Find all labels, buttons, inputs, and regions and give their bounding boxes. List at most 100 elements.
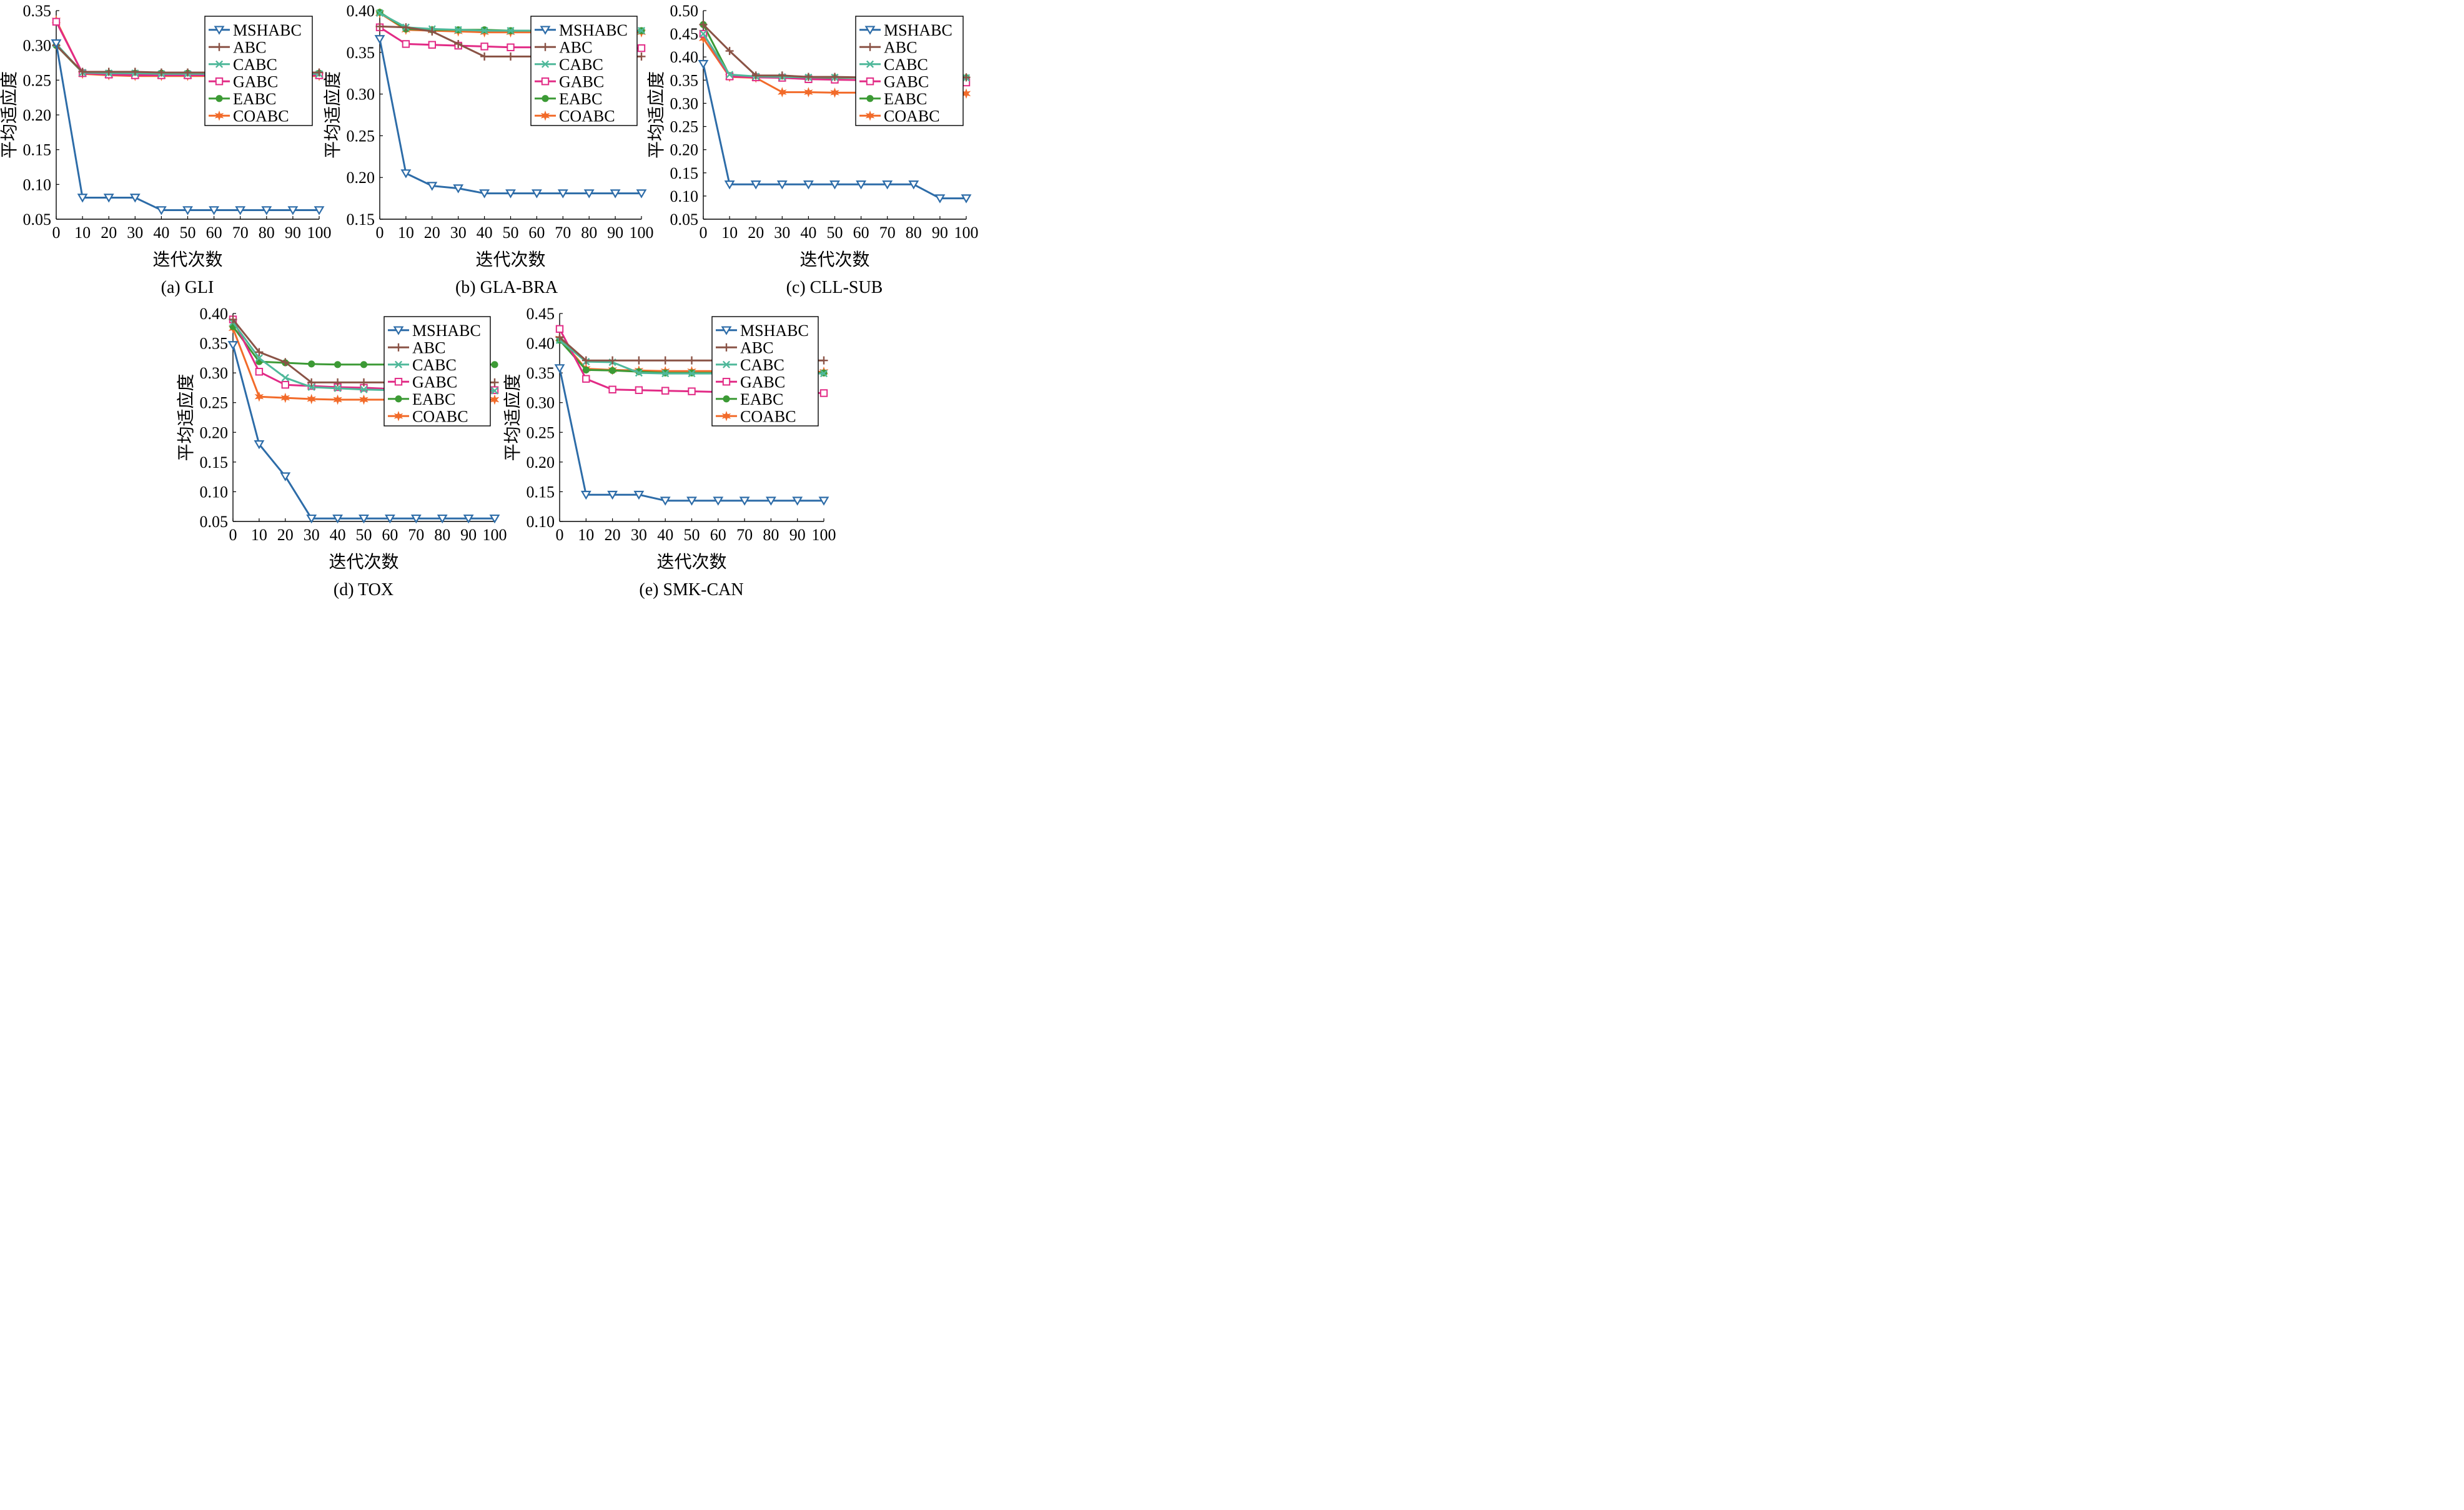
- data-point-mshabc: [410, 514, 422, 524]
- panel-caption: (c) CLL-SUB: [786, 278, 883, 297]
- data-point-abc: [229, 315, 237, 324]
- panel-caption: (e) SMK-CAN: [639, 580, 743, 600]
- x-tick-label: 60: [853, 224, 869, 242]
- data-point-gabc: [52, 17, 61, 26]
- x-tick-label: 90: [932, 224, 948, 242]
- data-point-mshabc: [610, 189, 621, 199]
- x-tick-label: 70: [408, 526, 424, 544]
- panel-caption: (d) TOX: [334, 580, 393, 600]
- data-point-abc: [804, 72, 813, 81]
- data-point-gabc: [507, 43, 515, 51]
- data-point-mshabc: [254, 440, 265, 450]
- legend-label-gabc: GABC: [559, 72, 604, 91]
- data-point-eabc: [491, 361, 498, 368]
- data-point-abc: [699, 20, 708, 29]
- x-tick-label: 30: [774, 224, 790, 242]
- x-tick-label: 80: [763, 526, 779, 544]
- y-tick-label: 0.50: [670, 2, 699, 20]
- chart-panel-5: 0 10 20 30 40 50 60 70 80 90 100 0.10 0.15 0.20 0.25 0.…: [503, 305, 836, 600]
- data-point-abc: [725, 47, 734, 56]
- x-tick-label: 40: [330, 526, 346, 544]
- data-point-mshabc: [908, 180, 919, 190]
- legend-marker-gabc: [541, 77, 550, 86]
- x-tick-label: 40: [153, 224, 169, 242]
- legend-marker-coabc: [393, 410, 403, 422]
- data-point-eabc: [609, 367, 616, 374]
- x-tick-label: 100: [954, 224, 979, 242]
- data-point-mshabc: [934, 194, 946, 204]
- legend-label-abc: ABC: [412, 338, 445, 357]
- legend-marker-eabc: [215, 95, 223, 102]
- data-point-mshabc: [314, 206, 325, 215]
- legend-marker-coabc: [540, 110, 550, 121]
- data-point-cabc: [688, 370, 696, 378]
- data-point-mshabc: [803, 180, 814, 190]
- data-point-cabc: [699, 30, 708, 38]
- data-point-mshabc: [453, 184, 464, 194]
- legend-label-mshabc: MSHABC: [412, 322, 481, 340]
- legend-marker-coabc: [865, 110, 875, 121]
- chart-panel-2: 0 10 20 30 40 50 60 70 80 90 100 0.15 0.20 0.25 0.30 0.…: [323, 2, 654, 297]
- legend-label-cabc: CABC: [412, 356, 457, 374]
- x-tick-label: 20: [277, 526, 294, 544]
- x-tick-label: 80: [434, 526, 450, 544]
- x-axis-title: 迭代次数: [799, 250, 869, 270]
- legend-label-abc: ABC: [884, 38, 917, 56]
- data-point-mshabc: [77, 194, 88, 203]
- legend-label-coabc: COABC: [412, 407, 468, 425]
- y-tick-label: 0.15: [200, 453, 229, 471]
- legend-label-abc: ABC: [233, 38, 266, 56]
- data-point-mshabc: [698, 60, 709, 69]
- y-tick-label: 0.40: [347, 2, 375, 20]
- data-point-abc: [555, 333, 564, 342]
- data-point-abc: [307, 378, 316, 387]
- x-tick-label: 60: [528, 224, 545, 242]
- data-point-mshabc: [554, 364, 565, 373]
- legend-marker-abc: [541, 42, 550, 51]
- data-point-abc: [131, 67, 139, 76]
- data-point-mshabc: [818, 496, 829, 506]
- data-point-cabc: [375, 9, 384, 17]
- legend-label-gabc: GABC: [412, 373, 457, 391]
- x-tick-label: 80: [259, 224, 275, 242]
- legend-marker-gabc: [866, 77, 874, 86]
- x-tick-label: 90: [460, 526, 477, 544]
- legend-label-cabc: CABC: [559, 56, 603, 74]
- legend-label-mshabc: MSHABC: [740, 322, 809, 340]
- data-point-coabc: [804, 87, 813, 98]
- data-point-abc: [104, 67, 113, 76]
- data-point-eabc: [360, 361, 368, 368]
- data-point-coabc: [359, 394, 369, 405]
- series-mshabc: [227, 341, 500, 524]
- legend-label-gabc: GABC: [740, 373, 785, 391]
- data-point-abc: [819, 356, 828, 365]
- data-point-cabc: [360, 385, 368, 393]
- data-point-cabc: [819, 370, 828, 378]
- data-point-mshabc: [374, 35, 385, 44]
- legend-box: [711, 316, 819, 427]
- y-axis-title: 平均适应度: [0, 71, 19, 159]
- data-point-coabc: [778, 87, 787, 98]
- data-point-eabc: [334, 361, 342, 368]
- x-tick-label: 20: [424, 224, 440, 242]
- x-tick-label: 50: [503, 224, 519, 242]
- data-point-cabc: [307, 383, 315, 392]
- figure-canvas: 0 10 20 30 40 50 60 70 80 90 1000.050.100.150.200.…: [0, 2, 979, 600]
- data-point-mshabc: [531, 189, 542, 199]
- x-tick-label: 20: [748, 224, 764, 242]
- legend-marker-eabc: [395, 395, 402, 403]
- x-tick-label: 70: [555, 224, 571, 242]
- x-tick-label: 90: [789, 526, 806, 544]
- data-point-abc: [635, 356, 643, 365]
- data-point-abc: [454, 39, 463, 48]
- data-point-abc: [581, 356, 590, 365]
- data-point-eabc: [582, 366, 590, 373]
- y-tick-label: 0.35: [527, 364, 555, 382]
- x-tick-label: 50: [827, 224, 843, 242]
- x-tick-label: 10: [251, 526, 267, 544]
- data-point-abc: [360, 378, 368, 387]
- legend-label-cabc: CABC: [233, 56, 277, 74]
- data-point-mshabc: [776, 180, 788, 190]
